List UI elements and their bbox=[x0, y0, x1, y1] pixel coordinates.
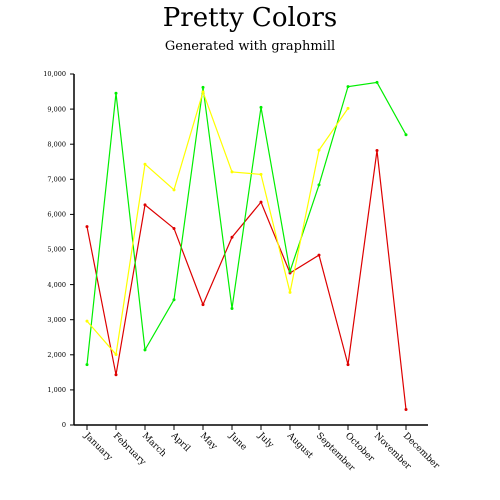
data-point bbox=[201, 303, 205, 307]
data-point bbox=[288, 269, 292, 273]
data-point bbox=[375, 80, 379, 84]
data-point bbox=[85, 225, 89, 229]
data-point bbox=[172, 298, 176, 302]
x-tick-label: June bbox=[226, 430, 248, 452]
data-point bbox=[259, 200, 263, 204]
data-point bbox=[114, 352, 118, 356]
data-point bbox=[288, 290, 292, 294]
data-point bbox=[230, 235, 234, 239]
y-tick-label: 9,000 bbox=[47, 105, 66, 113]
data-point bbox=[230, 306, 234, 310]
data-point bbox=[346, 363, 350, 367]
y-tick-label: 0 bbox=[62, 421, 66, 429]
data-point bbox=[172, 226, 176, 230]
data-point bbox=[230, 170, 234, 174]
y-tick-label: 10,000 bbox=[43, 70, 66, 78]
y-tick-label: 2,000 bbox=[47, 351, 66, 359]
data-point bbox=[317, 148, 321, 152]
y-tick-label: 1,000 bbox=[47, 386, 66, 394]
data-point bbox=[143, 162, 147, 166]
data-point bbox=[85, 363, 89, 367]
chart-title: Pretty Colors bbox=[163, 3, 337, 33]
data-point bbox=[317, 183, 321, 187]
data-point bbox=[375, 149, 379, 153]
data-point bbox=[346, 85, 350, 89]
series-line bbox=[86, 150, 407, 410]
x-tick-label: April bbox=[168, 430, 192, 454]
series-1 bbox=[85, 80, 408, 367]
data-point bbox=[114, 91, 118, 95]
y-tick-label: 4,000 bbox=[47, 281, 66, 289]
data-point bbox=[201, 85, 205, 89]
data-point bbox=[259, 172, 263, 176]
y-tick-label: 6,000 bbox=[47, 211, 66, 219]
series-line bbox=[86, 81, 407, 365]
data-point bbox=[346, 106, 350, 110]
y-tick-label: 3,000 bbox=[47, 316, 66, 324]
data-point bbox=[259, 105, 263, 109]
data-point bbox=[404, 133, 408, 137]
y-tick-label: 7,000 bbox=[47, 176, 66, 184]
data-point bbox=[404, 408, 408, 412]
axes bbox=[73, 74, 428, 426]
x-tick-label: March bbox=[140, 431, 168, 459]
data-point bbox=[143, 348, 147, 352]
series-2 bbox=[85, 89, 350, 356]
x-tick-label: August bbox=[284, 430, 315, 461]
series-group bbox=[85, 80, 408, 412]
y-tick-label: 8,000 bbox=[47, 140, 66, 148]
data-point bbox=[114, 373, 118, 377]
x-tick-label: May bbox=[198, 431, 220, 453]
x-tick-label: January bbox=[81, 430, 114, 463]
y-axis-ticks: 0 1,000 2,000 3,000 4,000 5,000 6,000 7,000 8,00… bbox=[43, 70, 74, 429]
data-point bbox=[172, 188, 176, 192]
data-point bbox=[85, 319, 89, 323]
data-point bbox=[143, 203, 147, 207]
series-line bbox=[86, 89, 349, 356]
chart-subtitle: Generated with graphmill bbox=[165, 39, 335, 54]
data-point bbox=[201, 90, 205, 94]
series-0 bbox=[85, 149, 408, 412]
data-point bbox=[317, 253, 321, 257]
y-tick-label: 5,000 bbox=[47, 246, 66, 254]
x-tick-label: July bbox=[255, 430, 276, 451]
